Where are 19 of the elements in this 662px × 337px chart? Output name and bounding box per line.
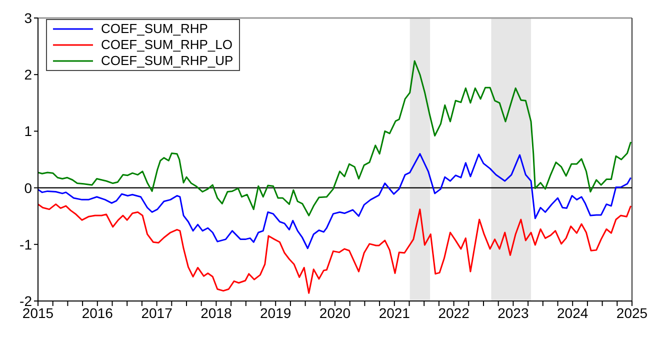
y-tick-label: 3 [24,10,32,26]
legend-label: COEF_SUM_RHP_UP [101,53,234,69]
x-tick-label: 2017 [141,304,173,321]
line-series [38,203,632,294]
x-tick-label: 2021 [378,304,410,321]
y-tick-label: 1 [24,123,32,140]
y-tick-label: -1 [20,236,32,252]
x-tick-label: 2016 [82,304,114,321]
x-tick-label: 2024 [557,304,588,321]
y-tick-label: 2 [24,66,32,83]
x-tick-label: 2023 [498,304,529,321]
x-tick-label: 2025 [616,304,648,321]
x-tick-label: 2018 [200,304,232,321]
y-tick-label: 0 [24,180,32,196]
legend-label: COEF_SUM_RHP [101,21,208,37]
legend-label: COEF_SUM_RHP_LO [101,37,232,53]
x-tick-label: 2022 [438,304,470,321]
x-tick-label: 2019 [260,304,292,321]
x-tick-label: 2020 [319,304,351,321]
